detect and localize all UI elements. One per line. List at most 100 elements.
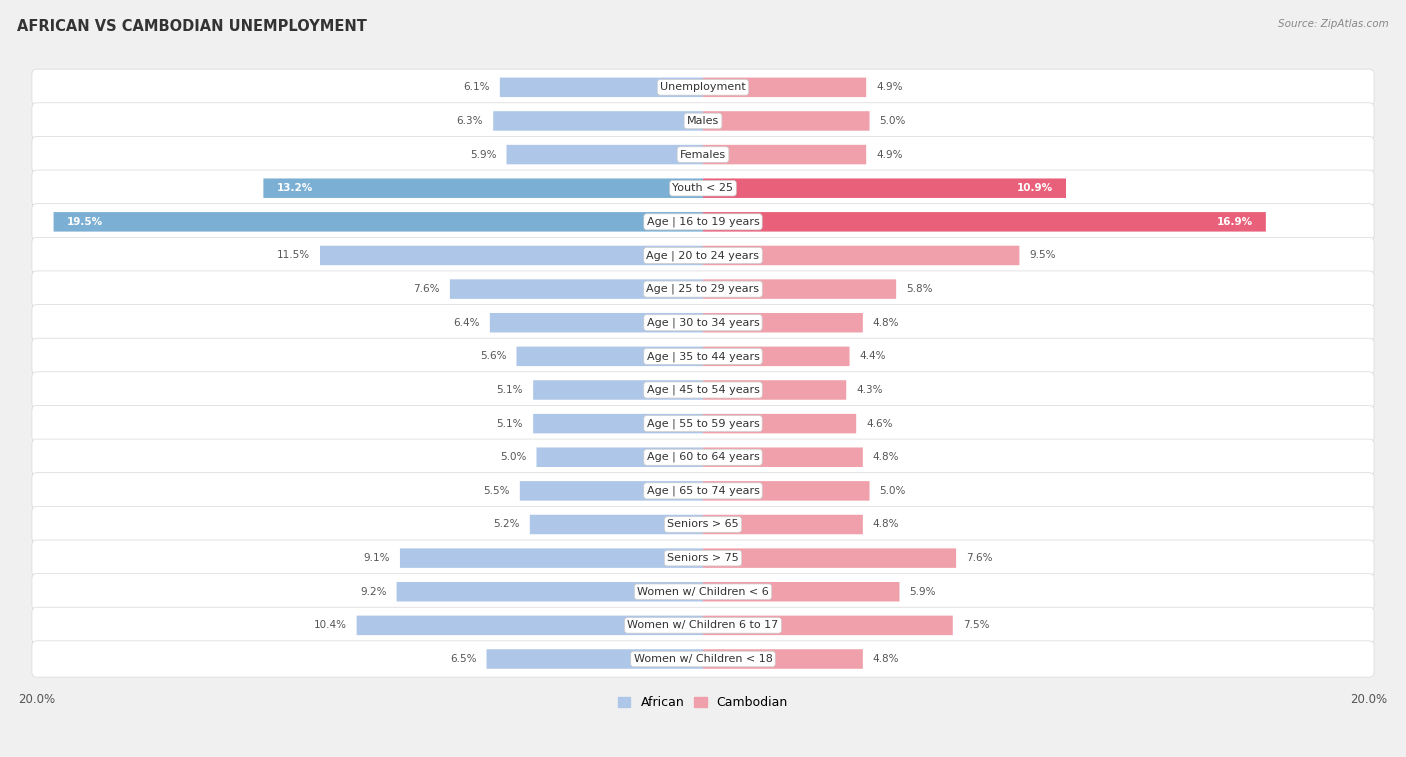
Text: Age | 35 to 44 years: Age | 35 to 44 years xyxy=(647,351,759,362)
FancyBboxPatch shape xyxy=(703,111,869,131)
FancyBboxPatch shape xyxy=(32,237,1374,273)
Text: Source: ZipAtlas.com: Source: ZipAtlas.com xyxy=(1278,19,1389,29)
FancyBboxPatch shape xyxy=(32,406,1374,442)
Text: 5.5%: 5.5% xyxy=(484,486,510,496)
Text: 5.1%: 5.1% xyxy=(496,385,523,395)
FancyBboxPatch shape xyxy=(703,548,956,568)
Text: 5.8%: 5.8% xyxy=(905,284,932,294)
FancyBboxPatch shape xyxy=(32,641,1374,678)
Text: 5.1%: 5.1% xyxy=(496,419,523,428)
Text: Age | 55 to 59 years: Age | 55 to 59 years xyxy=(647,419,759,429)
Text: 7.6%: 7.6% xyxy=(966,553,993,563)
Text: 7.6%: 7.6% xyxy=(413,284,440,294)
FancyBboxPatch shape xyxy=(32,607,1374,643)
Text: 4.6%: 4.6% xyxy=(866,419,893,428)
FancyBboxPatch shape xyxy=(489,313,703,332)
FancyBboxPatch shape xyxy=(703,313,863,332)
Text: AFRICAN VS CAMBODIAN UNEMPLOYMENT: AFRICAN VS CAMBODIAN UNEMPLOYMENT xyxy=(17,19,367,34)
Text: 4.9%: 4.9% xyxy=(876,150,903,160)
FancyBboxPatch shape xyxy=(32,472,1374,509)
Text: 6.1%: 6.1% xyxy=(464,83,489,92)
Text: 4.3%: 4.3% xyxy=(856,385,883,395)
Text: Age | 16 to 19 years: Age | 16 to 19 years xyxy=(647,217,759,227)
FancyBboxPatch shape xyxy=(703,212,1265,232)
FancyBboxPatch shape xyxy=(530,515,703,534)
FancyBboxPatch shape xyxy=(399,548,703,568)
FancyBboxPatch shape xyxy=(703,179,1066,198)
FancyBboxPatch shape xyxy=(703,414,856,433)
Text: 7.5%: 7.5% xyxy=(963,621,990,631)
FancyBboxPatch shape xyxy=(486,650,703,668)
FancyBboxPatch shape xyxy=(396,582,703,602)
Text: 10.9%: 10.9% xyxy=(1017,183,1053,193)
FancyBboxPatch shape xyxy=(450,279,703,299)
FancyBboxPatch shape xyxy=(32,103,1374,139)
FancyBboxPatch shape xyxy=(32,69,1374,105)
Text: 4.4%: 4.4% xyxy=(859,351,886,361)
FancyBboxPatch shape xyxy=(32,304,1374,341)
FancyBboxPatch shape xyxy=(32,204,1374,240)
FancyBboxPatch shape xyxy=(501,77,703,97)
FancyBboxPatch shape xyxy=(494,111,703,131)
Text: Age | 45 to 54 years: Age | 45 to 54 years xyxy=(647,385,759,395)
Text: 4.8%: 4.8% xyxy=(873,654,900,664)
Text: Unemployment: Unemployment xyxy=(661,83,745,92)
Text: 4.8%: 4.8% xyxy=(873,452,900,463)
FancyBboxPatch shape xyxy=(506,145,703,164)
FancyBboxPatch shape xyxy=(32,372,1374,408)
FancyBboxPatch shape xyxy=(32,170,1374,207)
Text: 13.2%: 13.2% xyxy=(277,183,314,193)
FancyBboxPatch shape xyxy=(533,380,703,400)
FancyBboxPatch shape xyxy=(520,481,703,500)
FancyBboxPatch shape xyxy=(32,574,1374,610)
FancyBboxPatch shape xyxy=(263,179,703,198)
Text: Seniors > 65: Seniors > 65 xyxy=(668,519,738,529)
FancyBboxPatch shape xyxy=(703,447,863,467)
Text: Women w/ Children < 18: Women w/ Children < 18 xyxy=(634,654,772,664)
FancyBboxPatch shape xyxy=(32,540,1374,576)
Text: 19.5%: 19.5% xyxy=(67,217,103,227)
FancyBboxPatch shape xyxy=(32,136,1374,173)
FancyBboxPatch shape xyxy=(53,212,703,232)
Text: 4.8%: 4.8% xyxy=(873,519,900,529)
Text: 9.5%: 9.5% xyxy=(1029,251,1056,260)
FancyBboxPatch shape xyxy=(703,515,863,534)
Text: 5.0%: 5.0% xyxy=(501,452,526,463)
FancyBboxPatch shape xyxy=(703,77,866,97)
FancyBboxPatch shape xyxy=(703,481,869,500)
FancyBboxPatch shape xyxy=(537,447,703,467)
Text: 9.1%: 9.1% xyxy=(363,553,389,563)
FancyBboxPatch shape xyxy=(32,439,1374,475)
FancyBboxPatch shape xyxy=(533,414,703,433)
FancyBboxPatch shape xyxy=(703,650,863,668)
Text: Age | 65 to 74 years: Age | 65 to 74 years xyxy=(647,485,759,496)
Text: Age | 25 to 29 years: Age | 25 to 29 years xyxy=(647,284,759,294)
Text: Females: Females xyxy=(681,150,725,160)
Text: 6.5%: 6.5% xyxy=(450,654,477,664)
Text: 5.6%: 5.6% xyxy=(479,351,506,361)
Text: 10.4%: 10.4% xyxy=(314,621,347,631)
Text: 11.5%: 11.5% xyxy=(277,251,309,260)
Text: 5.2%: 5.2% xyxy=(494,519,520,529)
Text: 6.3%: 6.3% xyxy=(457,116,484,126)
Text: 5.9%: 5.9% xyxy=(910,587,936,597)
Text: Age | 60 to 64 years: Age | 60 to 64 years xyxy=(647,452,759,463)
Text: 4.9%: 4.9% xyxy=(876,83,903,92)
Text: Youth < 25: Youth < 25 xyxy=(672,183,734,193)
FancyBboxPatch shape xyxy=(516,347,703,366)
Text: 6.4%: 6.4% xyxy=(453,318,479,328)
Text: 5.9%: 5.9% xyxy=(470,150,496,160)
Text: 4.8%: 4.8% xyxy=(873,318,900,328)
FancyBboxPatch shape xyxy=(703,246,1019,265)
Text: Males: Males xyxy=(688,116,718,126)
FancyBboxPatch shape xyxy=(703,380,846,400)
Legend: African, Cambodian: African, Cambodian xyxy=(613,691,793,714)
FancyBboxPatch shape xyxy=(703,145,866,164)
FancyBboxPatch shape xyxy=(321,246,703,265)
Text: 5.0%: 5.0% xyxy=(880,116,905,126)
FancyBboxPatch shape xyxy=(703,615,953,635)
Text: 16.9%: 16.9% xyxy=(1216,217,1253,227)
Text: Age | 30 to 34 years: Age | 30 to 34 years xyxy=(647,317,759,328)
Text: Seniors > 75: Seniors > 75 xyxy=(666,553,740,563)
FancyBboxPatch shape xyxy=(703,582,900,602)
